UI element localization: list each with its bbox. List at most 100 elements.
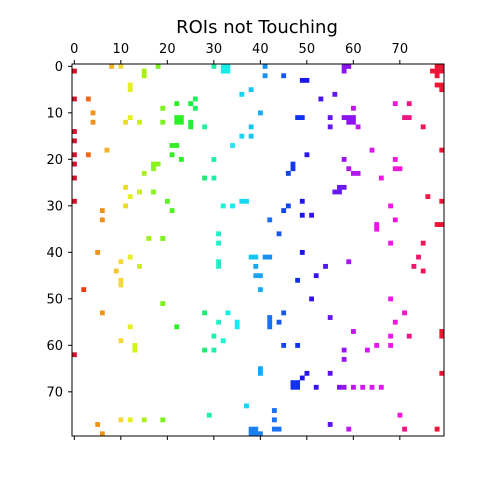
heatmap-cell [299, 115, 305, 120]
heatmap-cell [295, 380, 301, 386]
heatmap-cell [174, 143, 180, 148]
heatmap-cell [95, 422, 101, 427]
heatmap-cell [341, 157, 347, 162]
heatmap-cell [434, 426, 440, 432]
heatmap-cell [285, 170, 291, 176]
heatmap-cell [332, 91, 338, 97]
heatmap-cell [346, 119, 352, 125]
heatmap-cell [220, 68, 226, 74]
heatmap-cell [141, 68, 147, 74]
heatmap-cell [174, 119, 180, 125]
heatmap-cell [178, 157, 184, 162]
heatmap-cell [216, 259, 221, 265]
x-tick-label: 60 [345, 42, 362, 57]
heatmap-cell [327, 422, 333, 427]
heatmap-cell [216, 231, 221, 237]
heatmap-cell [220, 338, 226, 344]
heatmap-cell [392, 157, 398, 162]
heatmap-cell [276, 319, 282, 325]
heatmap-cell [360, 384, 366, 390]
heatmap-cell [160, 417, 166, 423]
heatmap-cell [397, 166, 403, 172]
heatmap-cell [420, 124, 426, 130]
heatmap-cell [402, 115, 407, 120]
heatmap-cell [439, 82, 445, 88]
heatmap-cell [346, 166, 352, 172]
heatmap-cell [188, 124, 194, 130]
heatmap-cell [211, 333, 217, 339]
heatmap-cell [327, 115, 333, 120]
heatmap-cell [99, 217, 105, 223]
axes-layer: 0 10 20 30 40 50 60 70 0 10 20 30 40 50 60 70 [46, 42, 445, 440]
heatmap-cell [332, 189, 338, 195]
heatmap-cell [258, 273, 263, 279]
x-tick-label: 10 [113, 42, 130, 57]
heatmap-cell [267, 315, 273, 320]
heatmap-cell [439, 333, 445, 339]
heatmap-cell [225, 68, 231, 74]
heatmap-cell [90, 110, 96, 116]
heatmap-cell [104, 147, 110, 153]
heatmap-cell [174, 115, 180, 120]
heatmap-cell [262, 254, 268, 260]
heatmap-cell [127, 324, 133, 330]
heatmap-cell [123, 184, 128, 190]
plot-frame [71, 63, 445, 437]
heatmap-cell [248, 133, 254, 139]
y-tick-label: 60 [46, 339, 63, 354]
y-tick-label: 0 [55, 60, 63, 75]
x-tick-label: 40 [252, 42, 269, 57]
heatmap-cell [244, 198, 249, 204]
heatmap-cell [425, 194, 431, 200]
heatmap-cell [220, 203, 226, 209]
x-tick-label: 20 [159, 42, 176, 57]
heatmap-cell [378, 384, 384, 390]
heatmap-cell [439, 329, 445, 334]
heatmap-cell [123, 203, 128, 209]
heatmap-cell [174, 324, 180, 330]
heatmap-cell [406, 115, 412, 120]
heatmap-cell [397, 412, 403, 418]
heatmap-cell [239, 91, 245, 97]
heatmap-cell [402, 310, 407, 316]
heatmap-cell [202, 347, 208, 353]
heatmap-cell [127, 82, 133, 88]
heatmap-cell [127, 417, 133, 423]
heatmap-cell [123, 119, 128, 125]
heatmap-cell [253, 273, 259, 279]
heatmap-cell [351, 170, 356, 176]
heatmap-cell [118, 277, 124, 283]
heatmap-cell [290, 384, 296, 390]
heatmap-cell [81, 287, 87, 293]
heatmap-cell [239, 133, 245, 139]
heatmap-cell [118, 417, 124, 423]
heatmap-cell [364, 347, 370, 353]
heatmap-cell [211, 347, 217, 353]
heatmap-cell [299, 198, 305, 204]
heatmap-cell [439, 147, 445, 153]
x-tick-label: 0 [70, 42, 78, 57]
heatmap-cell [430, 68, 435, 74]
heatmap-cell [72, 175, 77, 181]
heatmap-cell [230, 203, 235, 209]
heatmap-cell [351, 119, 356, 125]
heatmap-cell [118, 259, 124, 265]
heatmap-cell [341, 115, 347, 120]
heatmap-cell [165, 198, 170, 204]
heatmap-cell [351, 105, 356, 111]
heatmap-cell [392, 166, 398, 172]
heatmap-cell [192, 96, 198, 102]
heatmap-cell [72, 152, 77, 158]
heatmap-cell [262, 64, 268, 69]
heatmap-cell [341, 64, 347, 69]
heatmap-cell [276, 231, 282, 237]
heatmap-cell [178, 115, 184, 120]
heatmap-cell [295, 384, 301, 390]
heatmap-cell [169, 152, 175, 158]
heatmap-cell [188, 119, 194, 125]
heatmap-cell [155, 161, 161, 167]
heatmap-cell [351, 329, 356, 334]
heatmap-cell [295, 277, 301, 283]
heatmap-cell [309, 296, 314, 302]
